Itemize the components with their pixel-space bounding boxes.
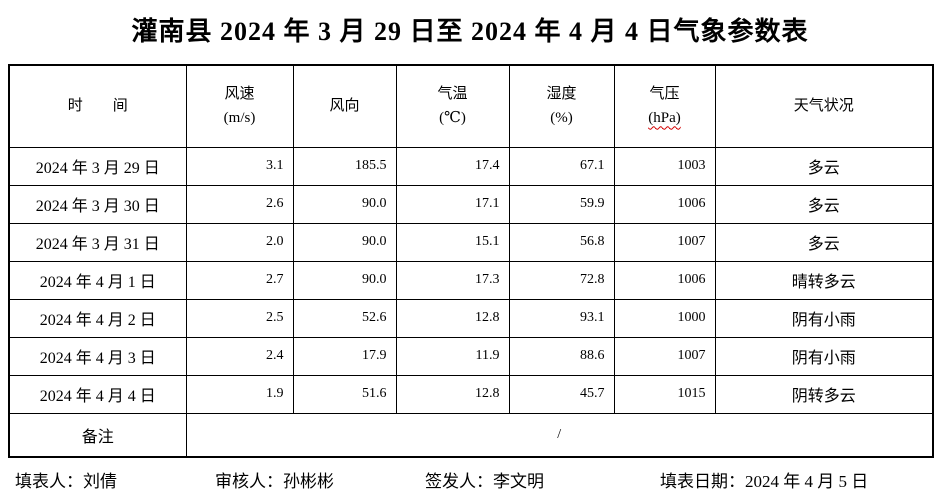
remark-row: 备注 / <box>8 412 934 458</box>
weather-table: 时 间 风速 (m/s) 风向 气温 (℃) 湿度 (%) <box>8 64 934 458</box>
wind-direction-cell: 185.5 <box>292 146 397 186</box>
humidity-cell: 59.9 <box>508 184 615 224</box>
header-humidity-unit: (%) <box>550 110 573 127</box>
table-row: 2024 年 4 月 3 日 2.4 17.9 11.9 88.6 1007 阴… <box>8 336 934 376</box>
temperature-cell: 17.4 <box>395 146 510 186</box>
date-cell: 2024 年 3 月 31 日 <box>8 222 187 262</box>
pressure-cell: 1007 <box>613 336 716 376</box>
wind-speed-cell: 2.6 <box>185 184 294 224</box>
temperature-cell: 12.8 <box>395 374 510 414</box>
header-wind-speed-unit: (m/s) <box>223 110 256 127</box>
reviewer-label: 审核人：孙彬彬 <box>215 472 334 491</box>
wind-speed-cell: 3.1 <box>185 146 294 186</box>
temperature-cell: 15.1 <box>395 222 510 262</box>
header-time: 时 间 <box>8 64 187 148</box>
humidity-cell: 67.1 <box>508 146 615 186</box>
wind-direction-cell: 52.6 <box>292 298 397 338</box>
date-cell: 2024 年 3 月 30 日 <box>8 184 187 224</box>
wind-direction-cell: 17.9 <box>292 336 397 376</box>
header-humidity-label: 湿度 <box>546 86 577 103</box>
date-cell: 2024 年 3 月 29 日 <box>8 146 187 186</box>
date-cell: 2024 年 4 月 4 日 <box>8 374 187 414</box>
wind-speed-cell: 2.0 <box>185 222 294 262</box>
weather-cell: 阴转多云 <box>714 374 934 414</box>
header-temperature: 气温 (℃) <box>395 64 510 148</box>
date-cell: 2024 年 4 月 1 日 <box>8 260 187 300</box>
header-wind-speed: 风速 (m/s) <box>185 64 294 148</box>
pressure-cell: 1003 <box>613 146 716 186</box>
remark-label-cell: 备注 <box>8 412 187 458</box>
weather-cell: 阴有小雨 <box>714 336 934 376</box>
table-row: 2024 年 4 月 1 日 2.7 90.0 17.3 72.8 1006 晴… <box>8 260 934 300</box>
temperature-cell: 12.8 <box>395 298 510 338</box>
preparer-label: 填表人：刘倩 <box>15 472 117 491</box>
header-temperature-unit: (℃) <box>439 110 466 127</box>
wind-direction-cell: 90.0 <box>292 260 397 300</box>
header-pressure-label: 气压 <box>649 86 680 103</box>
wind-direction-cell: 51.6 <box>292 374 397 414</box>
pressure-cell: 1006 <box>613 184 716 224</box>
table-row: 2024 年 3 月 31 日 2.0 90.0 15.1 56.8 1007 … <box>8 222 934 262</box>
header-pressure: 气压 (hPa) <box>613 64 716 148</box>
temperature-cell: 17.3 <box>395 260 510 300</box>
table-row: 2024 年 3 月 30 日 2.6 90.0 17.1 59.9 1006 … <box>8 184 934 224</box>
header-time-label: 时 间 <box>67 98 128 115</box>
pressure-cell: 1007 <box>613 222 716 262</box>
pressure-cell: 1006 <box>613 260 716 300</box>
weather-cell: 阴有小雨 <box>714 298 934 338</box>
header-wind-speed-label: 风速 <box>224 86 255 103</box>
header-row: 时 间 风速 (m/s) 风向 气温 (℃) 湿度 (%) <box>8 64 934 148</box>
pressure-cell: 1015 <box>613 374 716 414</box>
humidity-cell: 93.1 <box>508 298 615 338</box>
table-row: 2024 年 4 月 4 日 1.9 51.6 12.8 45.7 1015 阴… <box>8 374 934 414</box>
wind-direction-cell: 90.0 <box>292 184 397 224</box>
wind-direction-cell: 90.0 <box>292 222 397 262</box>
weather-cell: 多云 <box>714 146 934 186</box>
table-header: 时 间 风速 (m/s) 风向 气温 (℃) 湿度 (%) <box>8 64 934 148</box>
humidity-cell: 72.8 <box>508 260 615 300</box>
wind-speed-cell: 2.5 <box>185 298 294 338</box>
header-weather: 天气状况 <box>714 64 934 148</box>
page-title: 灌南县 2024 年 3 月 29 日至 2024 年 4 月 4 日气象参数表 <box>131 17 809 46</box>
wind-speed-cell: 1.9 <box>185 374 294 414</box>
remark-value-cell: / <box>185 412 934 458</box>
weather-cell: 多云 <box>714 184 934 224</box>
date-cell: 2024 年 4 月 2 日 <box>8 298 187 338</box>
table-row: 2024 年 4 月 2 日 2.5 52.6 12.8 93.1 1000 阴… <box>8 298 934 338</box>
date-cell: 2024 年 4 月 3 日 <box>8 336 187 376</box>
header-wind-direction: 风向 <box>292 64 397 148</box>
header-wind-direction-label: 风向 <box>329 98 360 115</box>
humidity-cell: 88.6 <box>508 336 615 376</box>
form-date-label: 填表日期：2024 年 4 月 5 日 <box>660 472 869 491</box>
wind-speed-cell: 2.7 <box>185 260 294 300</box>
header-weather-label: 天气状况 <box>793 98 854 115</box>
table-body: 2024 年 3 月 29 日 3.1 185.5 17.4 67.1 1003… <box>8 146 934 414</box>
signature-footer: 填表人：刘倩 审核人：孙彬彬 签发人：李文明 填表日期：2024 年 4 月 5… <box>0 467 940 493</box>
weather-cell: 晴转多云 <box>714 260 934 300</box>
header-pressure-unit: (hPa) <box>648 110 681 127</box>
table-remark-section: 备注 / <box>8 412 934 458</box>
temperature-cell: 17.1 <box>395 184 510 224</box>
weather-cell: 多云 <box>714 222 934 262</box>
temperature-cell: 11.9 <box>395 336 510 376</box>
humidity-cell: 45.7 <box>508 374 615 414</box>
wind-speed-cell: 2.4 <box>185 336 294 376</box>
issuer-label: 签发人：李文明 <box>425 472 544 491</box>
header-temperature-label: 气温 <box>437 86 468 103</box>
humidity-cell: 56.8 <box>508 222 615 262</box>
header-humidity: 湿度 (%) <box>508 64 615 148</box>
table-row: 2024 年 3 月 29 日 3.1 185.5 17.4 67.1 1003… <box>8 146 934 186</box>
pressure-cell: 1000 <box>613 298 716 338</box>
